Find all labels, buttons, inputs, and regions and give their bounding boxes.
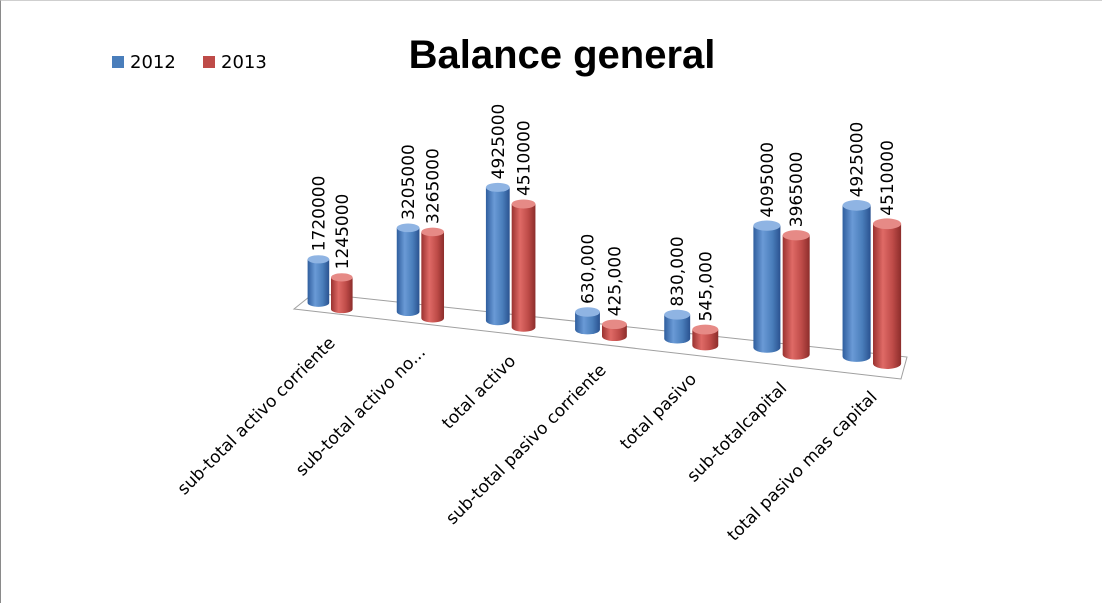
bar-body-total-pasivo-2013: [692, 329, 719, 351]
bar-top-total-pasivo-mas-capital-2013: [873, 218, 902, 230]
bar-top-sub-totalcapital-2012: [753, 220, 781, 231]
value-label-total-activo-2012: 4925000: [489, 104, 509, 180]
bar-total-activo-2012: [485, 182, 510, 326]
value-label-total-pasivo-2013: 545,000: [696, 251, 716, 321]
bar-body-total-pasivo-mas-capital-2013: [873, 223, 902, 369]
bar-sub-total-activo-no-2012: [396, 223, 420, 317]
chart-floor: [292, 292, 908, 380]
value-label-sub-total-activo-no-2013: 3265000: [424, 148, 444, 224]
bar-total-pasivo-mas-capital-2012: [842, 200, 871, 362]
legend-swatch-2013: [203, 56, 215, 68]
bar-body-total-activo-2012: [485, 187, 510, 326]
bar-sub-total-activo-corriente-2012: [307, 255, 330, 307]
bar-body-total-pasivo-2012: [664, 314, 691, 344]
value-label-total-pasivo-2012: 830,000: [668, 236, 688, 306]
bar-total-activo-2013: [511, 199, 536, 332]
legend-label-2012: 2012: [130, 52, 176, 73]
value-label-sub-totalcapital-2013: 3965000: [787, 152, 807, 228]
bar-top-sub-total-activo-corriente-2013: [331, 273, 353, 282]
bar-top-total-activo-2012: [485, 182, 510, 192]
bars-layer: [307, 182, 902, 369]
legend-swatch-2012: [112, 56, 124, 68]
value-label-total-pasivo-mas-capital-2012: 4925000: [848, 122, 868, 198]
value-label-sub-total-activo-corriente-2012: 1720000: [309, 176, 329, 252]
bar-total-pasivo-mas-capital-2013: [873, 218, 902, 369]
value-label-sub-total-activo-corriente-2013: 1245000: [333, 194, 353, 270]
value-label-sub-total-pasivo-corriente-2012: 630,000: [579, 234, 599, 304]
legend: 2012 2013: [112, 52, 267, 73]
category-label-sub-total-activo-corriente: sub-total activo corriente: [174, 333, 340, 499]
bar-body-sub-total-pasivo-corriente-2012: [575, 312, 600, 335]
bar-body-total-pasivo-mas-capital-2012: [842, 205, 871, 362]
bar-top-sub-total-activo-corriente-2012: [307, 255, 330, 264]
bar-body-sub-total-activo-corriente-2013: [331, 277, 353, 314]
bar-sub-totalcapital-2012: [753, 220, 781, 353]
value-labels-layer: 1720000 1245000 3205000 3265000 4925000 45100…: [309, 104, 898, 322]
bar-top-total-pasivo-mas-capital-2012: [842, 200, 871, 211]
bar-total-pasivo-2012: [664, 309, 691, 344]
value-label-total-pasivo-mas-capital-2013: 4510000: [878, 140, 898, 216]
bar-top-total-pasivo-2013: [692, 324, 719, 335]
legend-label-2013: 2013: [221, 52, 267, 73]
value-label-sub-total-activo-no-2012: 3205000: [399, 144, 419, 220]
bar-sub-total-activo-corriente-2013: [331, 273, 353, 314]
value-label-total-activo-2013: 4510000: [515, 120, 535, 196]
bar-sub-totalcapital-2013: [782, 230, 810, 360]
bar-sub-total-pasivo-corriente-2013: [602, 319, 627, 342]
category-label-sub-totalcapital: sub-totalcapital: [683, 379, 791, 487]
bar-top-sub-total-activo-no-2012: [396, 223, 420, 233]
bar-top-sub-total-pasivo-corriente-2013: [602, 319, 627, 330]
bar-body-sub-totalcapital-2012: [753, 225, 781, 353]
bar-top-sub-total-pasivo-corriente-2012: [575, 307, 600, 317]
value-label-sub-totalcapital-2012: 4095000: [758, 142, 778, 218]
bar-body-sub-total-activo-corriente-2012: [307, 259, 330, 307]
chart-title: Balance general: [409, 33, 716, 77]
bar-body-sub-total-activo-no-2012: [396, 227, 420, 317]
category-label-total-activo: total activo: [438, 351, 520, 433]
category-label-sub-total-pasivo-corriente: sub-total pasivo corriente: [442, 360, 610, 528]
bar-body-total-activo-2013: [511, 204, 536, 332]
category-label-total-pasivo: total pasivo: [616, 370, 701, 455]
value-label-sub-total-pasivo-corriente-2013: 425,000: [605, 246, 625, 316]
bar-top-total-activo-2013: [511, 199, 536, 209]
bar-top-sub-total-activo-no-2013: [421, 227, 445, 237]
bar-top-sub-totalcapital-2013: [782, 230, 810, 241]
bar-body-sub-totalcapital-2013: [782, 235, 810, 360]
bar-top-total-pasivo-2012: [664, 309, 691, 320]
bar-sub-total-activo-no-2013: [421, 227, 445, 323]
bar-body-sub-total-activo-no-2013: [421, 231, 445, 323]
bar-body-sub-total-pasivo-corriente-2013: [602, 324, 627, 342]
bar-total-pasivo-2013: [692, 324, 719, 351]
bar-sub-total-pasivo-corriente-2012: [575, 307, 600, 335]
